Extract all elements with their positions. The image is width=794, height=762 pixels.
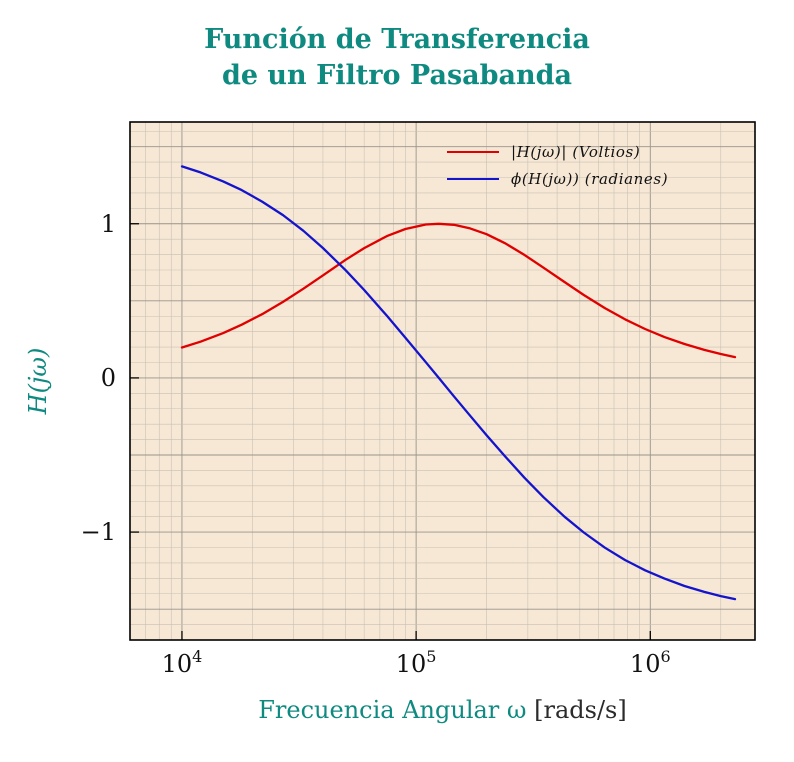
- axes-frame: [129, 121, 756, 641]
- y-axis-label: H(jω): [24, 347, 52, 415]
- legend-entry-magnitude: |H(jω)| (Voltios): [447, 143, 668, 161]
- x-axis-label: Frecuencia Angular ω [rads/s]: [130, 696, 755, 724]
- phase-curve: [180, 165, 737, 601]
- magnitude-legend-label: |H(jω)| (Voltios): [511, 143, 641, 161]
- y-tick-label: 0: [101, 364, 116, 392]
- magnitude-curve: [180, 222, 737, 359]
- magnitude-line-swatch: [447, 151, 499, 153]
- phase-legend-label: ϕ(H(jω)) (radianes): [511, 170, 669, 188]
- y-tick-label: 1: [101, 210, 116, 238]
- legend-entry-phase: ϕ(H(jω)) (radianes): [447, 170, 668, 188]
- legend: |H(jω)| (Voltios) ϕ(H(jω)) (radianes): [447, 143, 668, 188]
- x-axis-label-unit: [rads/s]: [534, 696, 627, 724]
- x-tick-label: 104: [162, 647, 203, 678]
- chart-title-line1: Función de Transferencia: [204, 24, 590, 55]
- chart-title: Función de Transferencia de un Filtro Pa…: [0, 22, 794, 93]
- x-tick-label: 106: [630, 647, 671, 678]
- chart-title-line2: de un Filtro Pasabanda: [221, 59, 573, 91]
- phase-line-swatch: [447, 178, 499, 180]
- y-tick-label: −1: [81, 518, 116, 546]
- x-axis-label-text: Frecuencia Angular ω: [258, 696, 527, 724]
- x-tick-label: 105: [396, 647, 437, 678]
